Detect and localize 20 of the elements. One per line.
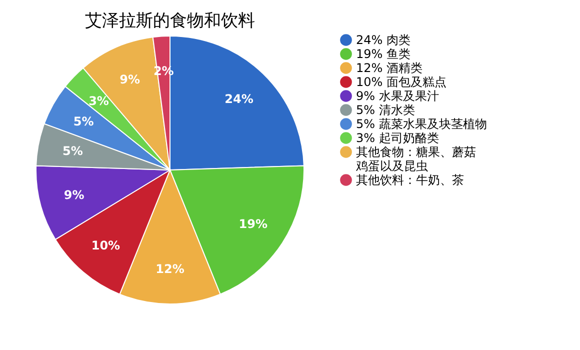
legend-label: 24% 肉类: [356, 33, 410, 47]
data-label: 9%: [120, 72, 140, 86]
legend-label: 10% 面包及糕点: [356, 75, 446, 89]
legend-label: 19% 鱼类: [356, 47, 410, 61]
data-label: 3%: [88, 94, 109, 108]
data-label: 19%: [238, 217, 268, 232]
legend-label: 5% 蔬菜水果及块茎植物: [356, 117, 487, 131]
legend-label: 其他饮料：牛奶、茶: [356, 173, 464, 187]
data-label: 5%: [62, 144, 83, 158]
data-label: 24%: [224, 92, 254, 106]
legend-label: 9% 水果及果汁: [356, 89, 439, 103]
data-label: 5%: [73, 114, 94, 128]
legend-label: 3% 起司奶酪类: [356, 131, 439, 145]
data-label: 10%: [91, 238, 120, 253]
data-label: 9%: [64, 188, 84, 202]
chart-title: 艾泽拉斯的食物和饮料: [85, 11, 255, 31]
data-label: 12%: [156, 262, 184, 276]
legend-label: 12% 酒精类: [356, 61, 422, 75]
legend-label: 其他食物：糖果、蘑菇鸡蛋以及昆虫: [355, 145, 476, 173]
legend-label: 5% 清水类: [356, 103, 415, 117]
